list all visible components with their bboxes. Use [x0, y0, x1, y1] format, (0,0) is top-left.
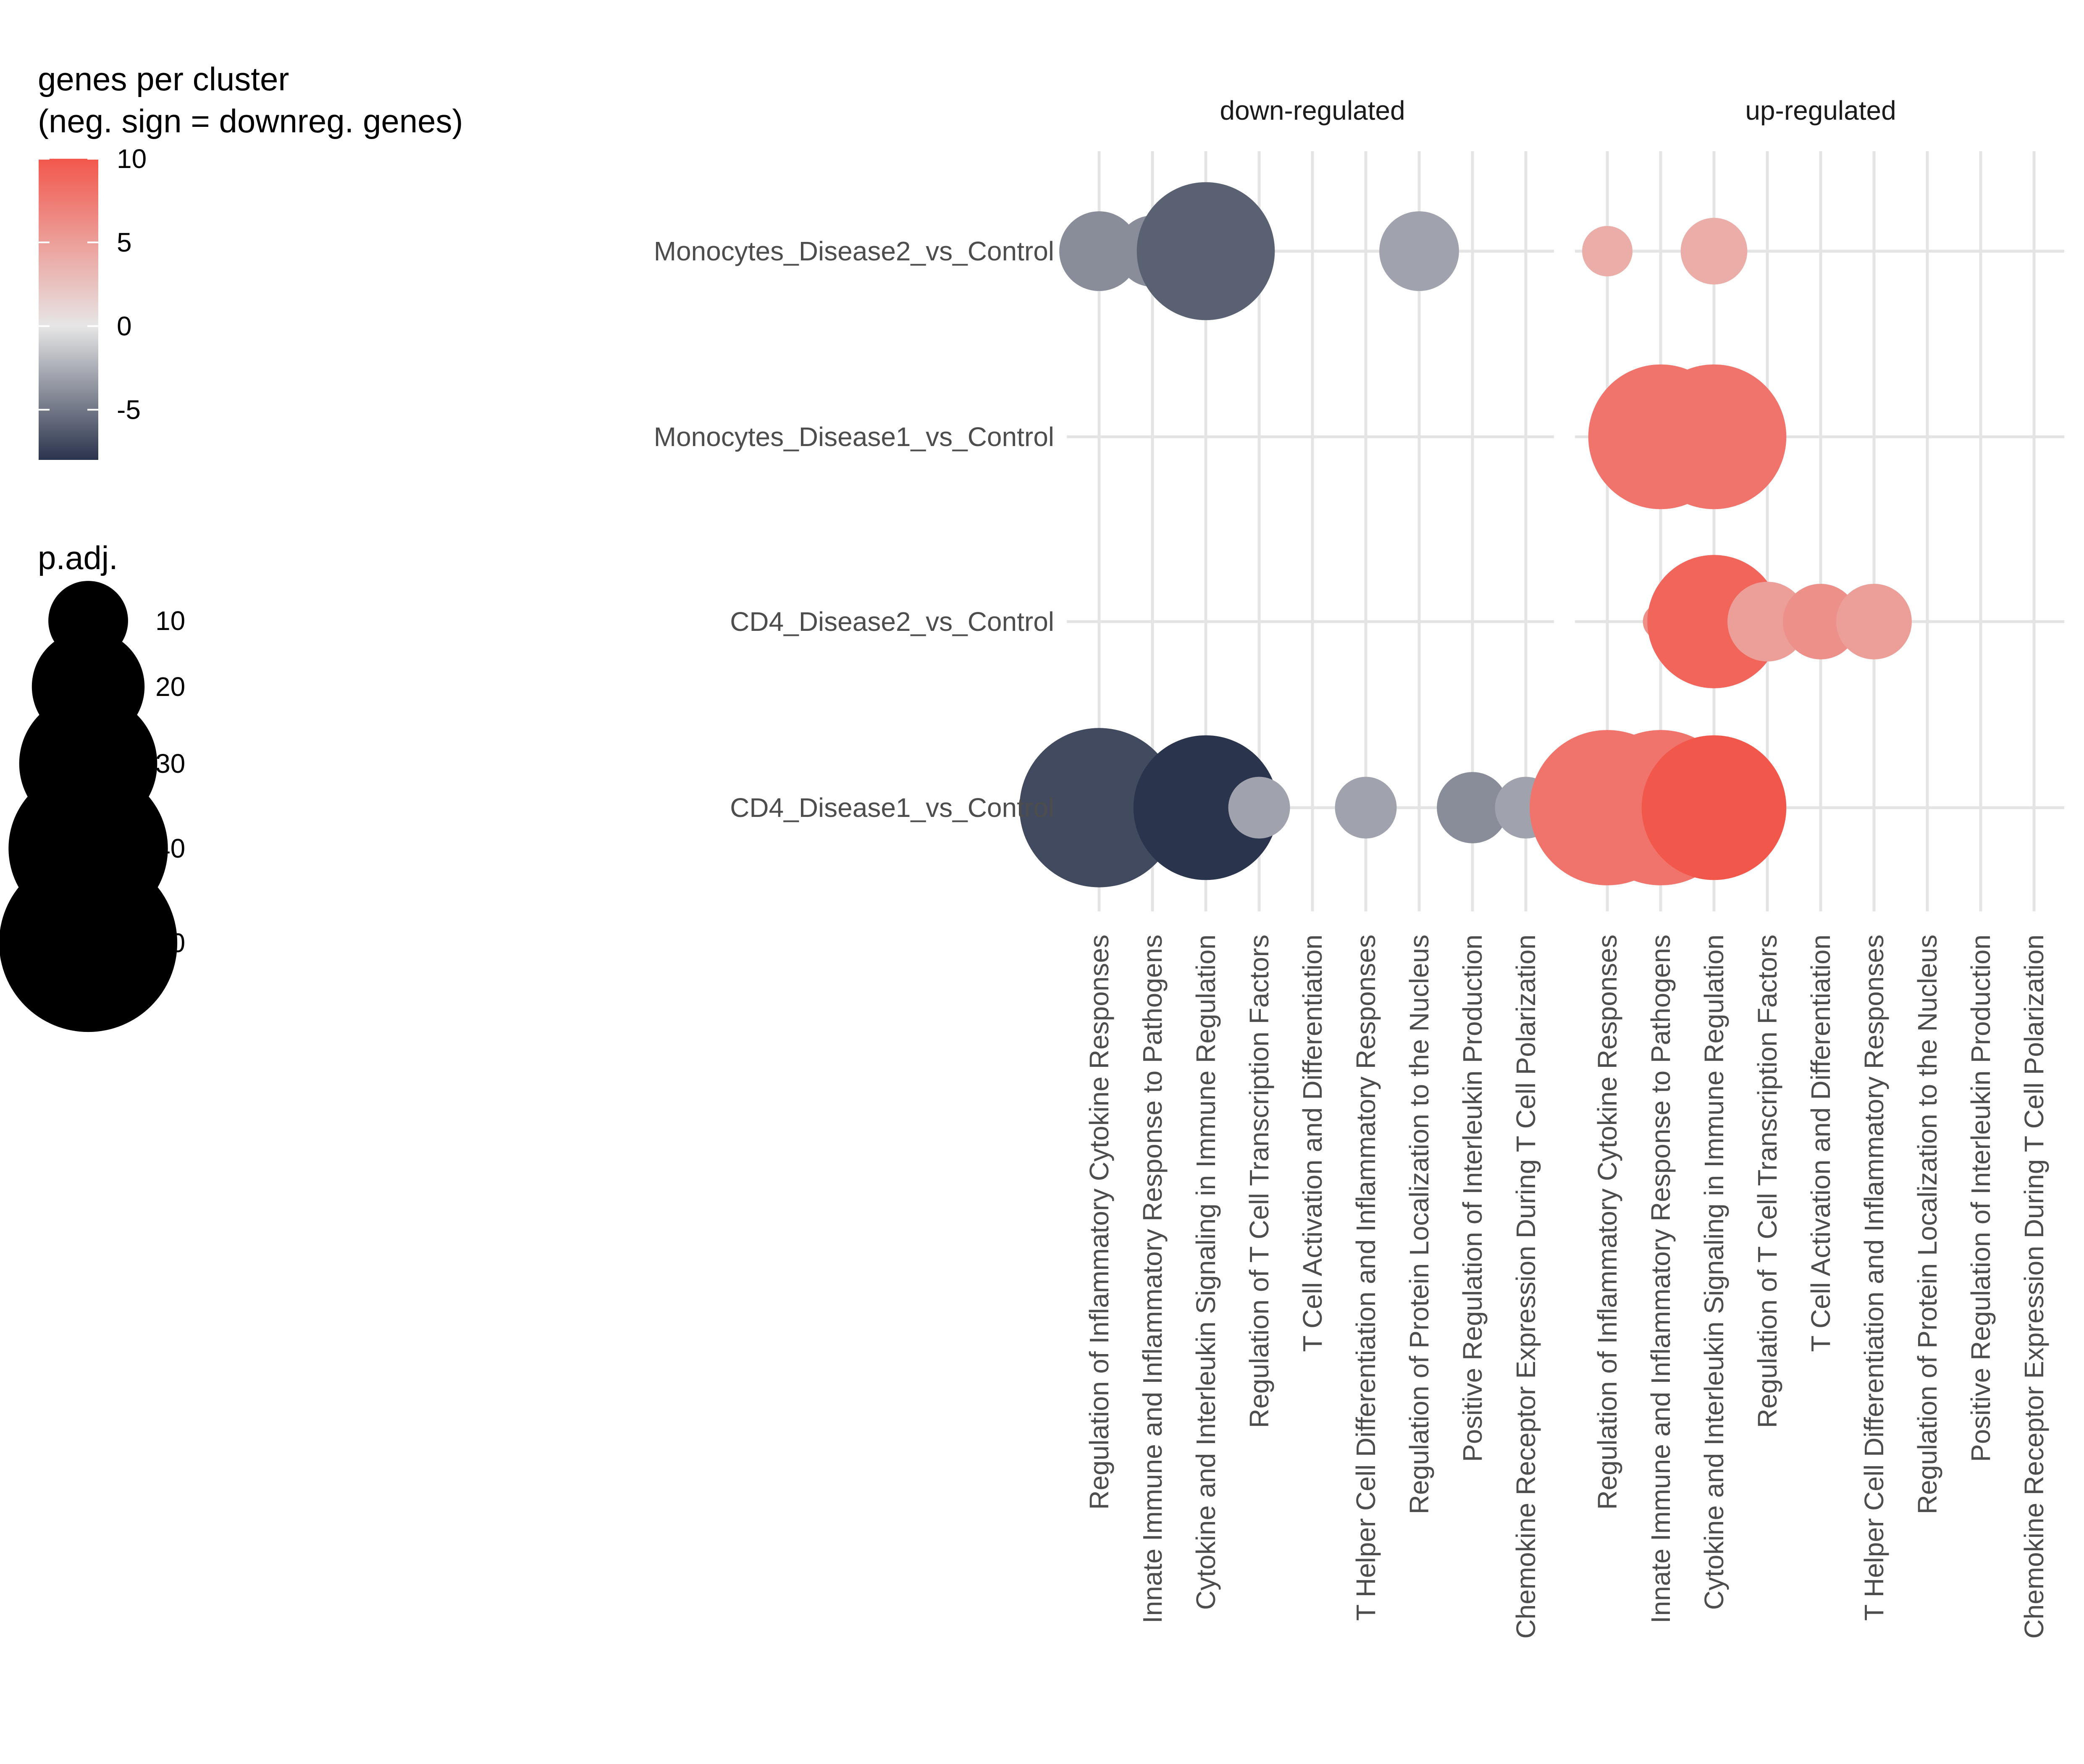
- x-tick-label: Cytokine and Interleukin Signaling in Im…: [1191, 934, 1221, 1610]
- legend-panel: genes per cluster (neg. sign = downreg. g…: [0, 60, 463, 1032]
- size-legend-key: [0, 853, 178, 1032]
- size-legend-label: 40: [155, 833, 185, 864]
- data-point: [1228, 777, 1290, 839]
- colorbar-tick-label: 5: [117, 227, 132, 257]
- x-tick-label: Positive Regulation of Interleukin Produ…: [1966, 934, 1996, 1462]
- y-tick-label: Monocytes_Disease2_vs_Control: [654, 236, 1054, 266]
- data-points: [1019, 182, 1912, 887]
- x-tick-label: T Helper Cell Differentiation and Inflam…: [1859, 934, 1889, 1621]
- x-tick-label: Innate Immune and Inflammatory Response …: [1646, 934, 1676, 1623]
- y-tick-label: CD4_Disease1_vs_Control: [730, 793, 1054, 823]
- facet-title: down-regulated: [1220, 95, 1405, 126]
- x-tick-label: Regulation of T Cell Transcription Facto…: [1244, 934, 1274, 1428]
- size-legend-label: 50: [155, 928, 185, 958]
- size-legend-label: 10: [155, 606, 185, 636]
- colorbar: [39, 159, 98, 460]
- colorbar-tick-label: 0: [117, 311, 132, 341]
- x-tick-label: Regulation of Protein Localization to th…: [1912, 934, 1942, 1514]
- x-tick-label: T Helper Cell Differentiation and Inflam…: [1351, 934, 1381, 1621]
- data-point: [1133, 735, 1278, 880]
- colorbar-tick-label: 10: [117, 144, 147, 174]
- data-point: [1641, 735, 1787, 880]
- x-tick-label: Regulation of T Cell Transcription Facto…: [1752, 934, 1782, 1428]
- data-point: [1836, 584, 1912, 659]
- size-legend-title: p.adj.: [38, 539, 118, 576]
- y-tick-label: CD4_Disease2_vs_Control: [730, 606, 1054, 637]
- x-tick-label: T Cell Activation and Differentiation: [1297, 934, 1328, 1352]
- data-point: [1335, 777, 1397, 839]
- data-point: [1437, 772, 1508, 843]
- x-tick-label: T Cell Activation and Differentiation: [1806, 934, 1836, 1352]
- data-point: [1136, 182, 1275, 320]
- data-point: [1582, 226, 1633, 276]
- size-legend-label: 20: [155, 672, 185, 702]
- data-point: [1641, 364, 1787, 509]
- x-tick-label: Chemokine Receptor Expression During T C…: [2019, 934, 2049, 1639]
- x-tick-label: Regulation of Inflammatory Cytokine Resp…: [1592, 934, 1622, 1510]
- data-point: [1783, 584, 1858, 659]
- x-tick-label: Innate Immune and Inflammatory Response …: [1137, 934, 1168, 1623]
- data-point: [1059, 211, 1139, 291]
- facet-title: up-regulated: [1745, 95, 1896, 126]
- axis-labels: down-regulated up-regulated Monocytes_Dise…: [654, 95, 2049, 1639]
- x-tick-label: Regulation of Protein Localization to th…: [1404, 934, 1434, 1514]
- data-point: [1379, 211, 1459, 291]
- color-legend-title: genes per cluster: [38, 60, 289, 97]
- x-tick-label: Positive Regulation of Interleukin Produ…: [1457, 934, 1488, 1462]
- size-legend-label: 30: [155, 748, 185, 779]
- y-tick-label: Monocytes_Disease1_vs_Control: [654, 422, 1054, 452]
- x-tick-label: Cytokine and Interleukin Signaling in Im…: [1699, 934, 1729, 1610]
- data-point: [1727, 582, 1807, 662]
- x-tick-label: Regulation of Inflammatory Cytokine Resp…: [1084, 934, 1114, 1510]
- data-point: [1019, 728, 1179, 887]
- x-tick-label: Chemokine Receptor Expression During T C…: [1511, 934, 1541, 1639]
- data-point: [1680, 218, 1748, 285]
- color-legend-title: (neg. sign = downreg. genes): [38, 102, 463, 139]
- colorbar-tick-label: -5: [117, 395, 141, 425]
